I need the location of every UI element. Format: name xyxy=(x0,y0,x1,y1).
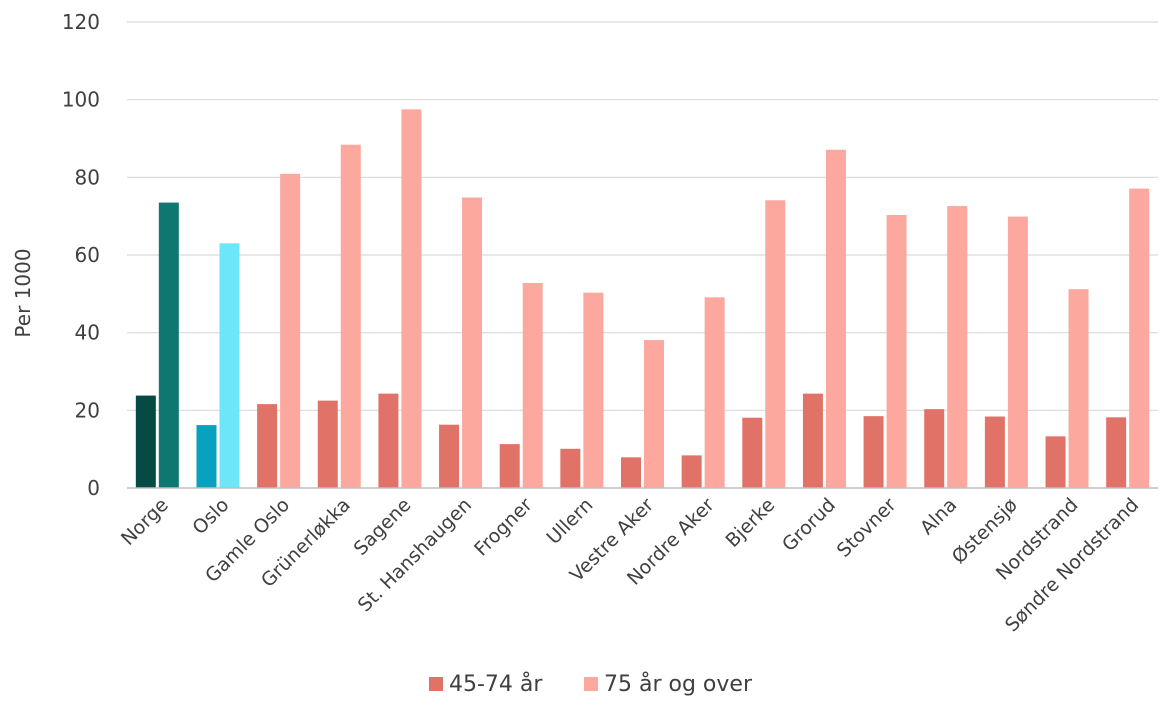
y-tick-label: 80 xyxy=(75,165,100,189)
x-tick-label: Stovner xyxy=(833,494,901,562)
bar xyxy=(863,416,884,488)
bar xyxy=(704,297,725,488)
bar xyxy=(644,340,664,488)
bar xyxy=(462,197,483,488)
bar xyxy=(583,292,604,488)
bar xyxy=(924,409,945,488)
bars xyxy=(135,109,1150,489)
bar xyxy=(984,416,1005,488)
x-tick-label: Ullern xyxy=(542,494,597,549)
bar xyxy=(439,424,460,488)
bar xyxy=(947,206,968,488)
legend-label: 75 år og over xyxy=(604,671,753,697)
x-tick-label: Alna xyxy=(916,494,961,539)
bar xyxy=(135,395,156,488)
bar xyxy=(825,149,846,489)
bar xyxy=(219,243,240,488)
x-tick-label: St. Hanshaugen xyxy=(354,494,476,616)
bar xyxy=(401,109,422,488)
y-tick-label: 0 xyxy=(87,476,100,500)
bar xyxy=(1045,436,1066,488)
y-tick-label: 60 xyxy=(75,243,100,267)
y-tick-label: 40 xyxy=(75,321,100,345)
bar xyxy=(621,457,641,488)
bar xyxy=(681,455,702,488)
y-tick-label: 120 xyxy=(62,10,100,34)
legend: 45-74 år 75 år og over xyxy=(429,671,753,697)
x-tick-label: Frogner xyxy=(470,494,537,561)
legend-swatch xyxy=(429,677,443,691)
bar xyxy=(802,393,823,488)
bar xyxy=(560,448,581,488)
bar xyxy=(1007,216,1028,488)
y-axis-ticks: 0 20 40 60 80 100 120 xyxy=(62,10,100,500)
bar xyxy=(280,173,301,489)
bar xyxy=(1106,417,1127,488)
y-tick-label: 100 xyxy=(62,88,100,112)
bar xyxy=(499,444,520,488)
x-tick-label: Norge xyxy=(117,494,173,550)
x-tick-label: Bjerke xyxy=(721,494,779,552)
bar xyxy=(378,393,399,488)
y-tick-label: 20 xyxy=(75,398,100,422)
bar xyxy=(340,144,361,489)
bar xyxy=(1129,188,1150,488)
bar xyxy=(886,215,907,489)
bar xyxy=(317,400,338,488)
bar xyxy=(522,282,543,488)
bar xyxy=(765,200,786,488)
bar xyxy=(257,404,278,488)
x-tick-label: Grorud xyxy=(778,494,840,556)
bar xyxy=(1068,289,1089,488)
bar xyxy=(742,417,763,488)
legend-label: 45-74 år xyxy=(449,671,543,697)
x-tick-label: Oslo xyxy=(188,494,233,539)
bar xyxy=(196,425,217,488)
legend-swatch xyxy=(584,677,598,691)
y-axis-label: Per 1000 xyxy=(11,248,35,337)
bar xyxy=(158,202,179,488)
